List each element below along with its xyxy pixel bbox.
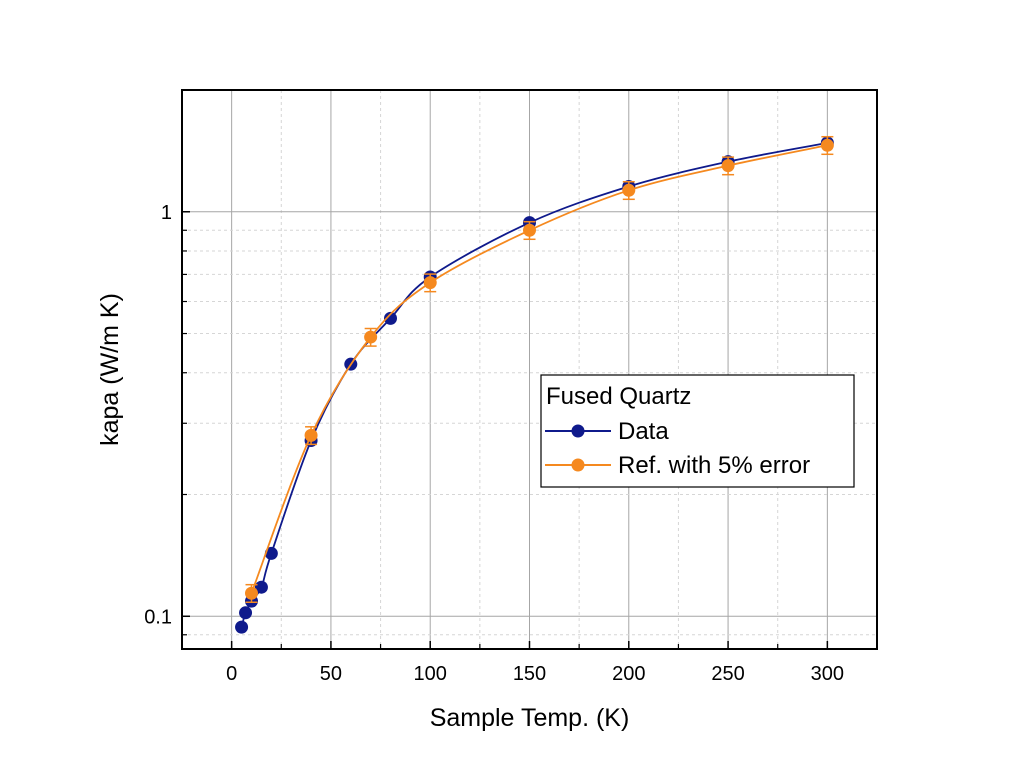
x-tick-label: 200	[612, 663, 645, 685]
data-point	[264, 546, 278, 560]
legend-entry: Ref. with 5% error	[545, 452, 810, 479]
series-line	[250, 144, 828, 594]
x-tick-label: 50	[320, 663, 342, 685]
series-layer	[235, 135, 834, 634]
data-point	[622, 183, 636, 197]
x-tick-label: 100	[414, 663, 447, 685]
data-point	[304, 428, 318, 442]
data-point	[239, 606, 253, 620]
data-point	[384, 311, 397, 325]
data-point	[423, 276, 437, 290]
x-tick-label: 250	[711, 663, 744, 685]
legend-label: Data	[618, 418, 669, 445]
legend-marker-swatch	[571, 424, 585, 438]
data-point	[245, 586, 258, 600]
legend-title: Fused Quartz	[546, 383, 691, 410]
grid-layer	[182, 90, 877, 649]
y-tick-label: 0.1	[144, 606, 172, 628]
data-point	[820, 138, 834, 152]
data-point	[364, 330, 378, 344]
legend-label: Ref. with 5% error	[618, 452, 810, 479]
y-tick-label: 1	[161, 202, 172, 224]
tick-layer: 0 50 100 150 200 250 300 0.1 1	[144, 202, 844, 685]
x-tick-label: 150	[513, 663, 546, 685]
data-point	[721, 159, 735, 173]
series-1-group	[245, 135, 834, 604]
legend: Fused Quartz Data Ref. with 5% error	[540, 374, 855, 488]
x-tick-label: 300	[811, 663, 844, 685]
x-axis-title: Sample Temp. (K)	[430, 704, 630, 732]
x-tick-label: 0	[226, 663, 237, 685]
y-axis-title: kapa (W/m K)	[96, 293, 124, 446]
legend-entries: Data Ref. with 5% error	[545, 418, 810, 479]
data-point	[235, 620, 249, 634]
legend-marker-swatch	[571, 458, 585, 472]
data-point	[523, 223, 536, 237]
legend-entry: Data	[545, 418, 669, 445]
data-point	[254, 580, 268, 594]
